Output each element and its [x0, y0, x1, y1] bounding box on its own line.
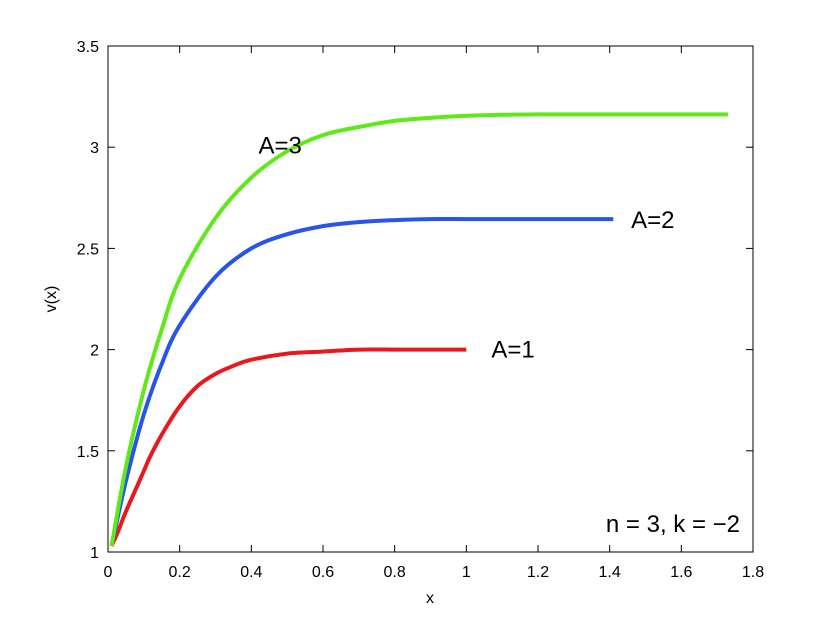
y-tick-label: 3 — [90, 140, 99, 157]
x-tick-label: 0 — [104, 564, 113, 581]
series-line-a-1 — [109, 347, 467, 547]
plot-area — [107, 45, 754, 553]
x-tick-label: 1.6 — [670, 564, 692, 581]
y-axis-label: v(x) — [43, 286, 60, 313]
curve-label-a-1: A=1 — [491, 337, 534, 364]
parameter-annotation: n = 3, k = −2 — [606, 511, 740, 538]
x-tick-label: 1.4 — [599, 564, 621, 581]
axis-ticks: 0 0.2 0.4 0.6 0.8 1 1.2 1.4 1.6 1.8 1 1.5 2 2.5 3 3.5 — [77, 39, 764, 581]
curve-labels: A=3 A=2 A=1 — [259, 132, 675, 363]
x-tick-label: 0.8 — [384, 564, 406, 581]
y-tick-label: 1 — [90, 545, 99, 562]
x-tick-label: 0.2 — [169, 564, 191, 581]
x-tick-label: 1.8 — [742, 564, 764, 581]
x-tick-label: 1 — [462, 564, 471, 581]
y-tick-label: 2 — [90, 343, 99, 360]
x-tick-label: 1.2 — [527, 564, 549, 581]
series-line-a-2 — [109, 217, 614, 547]
x-axis-label: x — [426, 590, 434, 607]
curve-label-a-2: A=2 — [631, 207, 674, 234]
series-line-a-3 — [109, 112, 728, 547]
y-tick-label: 3.5 — [77, 39, 99, 56]
y-tick-label: 2.5 — [77, 241, 99, 258]
series-group — [109, 112, 728, 547]
x-tick-label: 0.4 — [240, 564, 262, 581]
y-tick-label: 1.5 — [77, 444, 99, 461]
x-tick-label: 0.6 — [312, 564, 334, 581]
curve-label-a-3: A=3 — [259, 132, 302, 159]
